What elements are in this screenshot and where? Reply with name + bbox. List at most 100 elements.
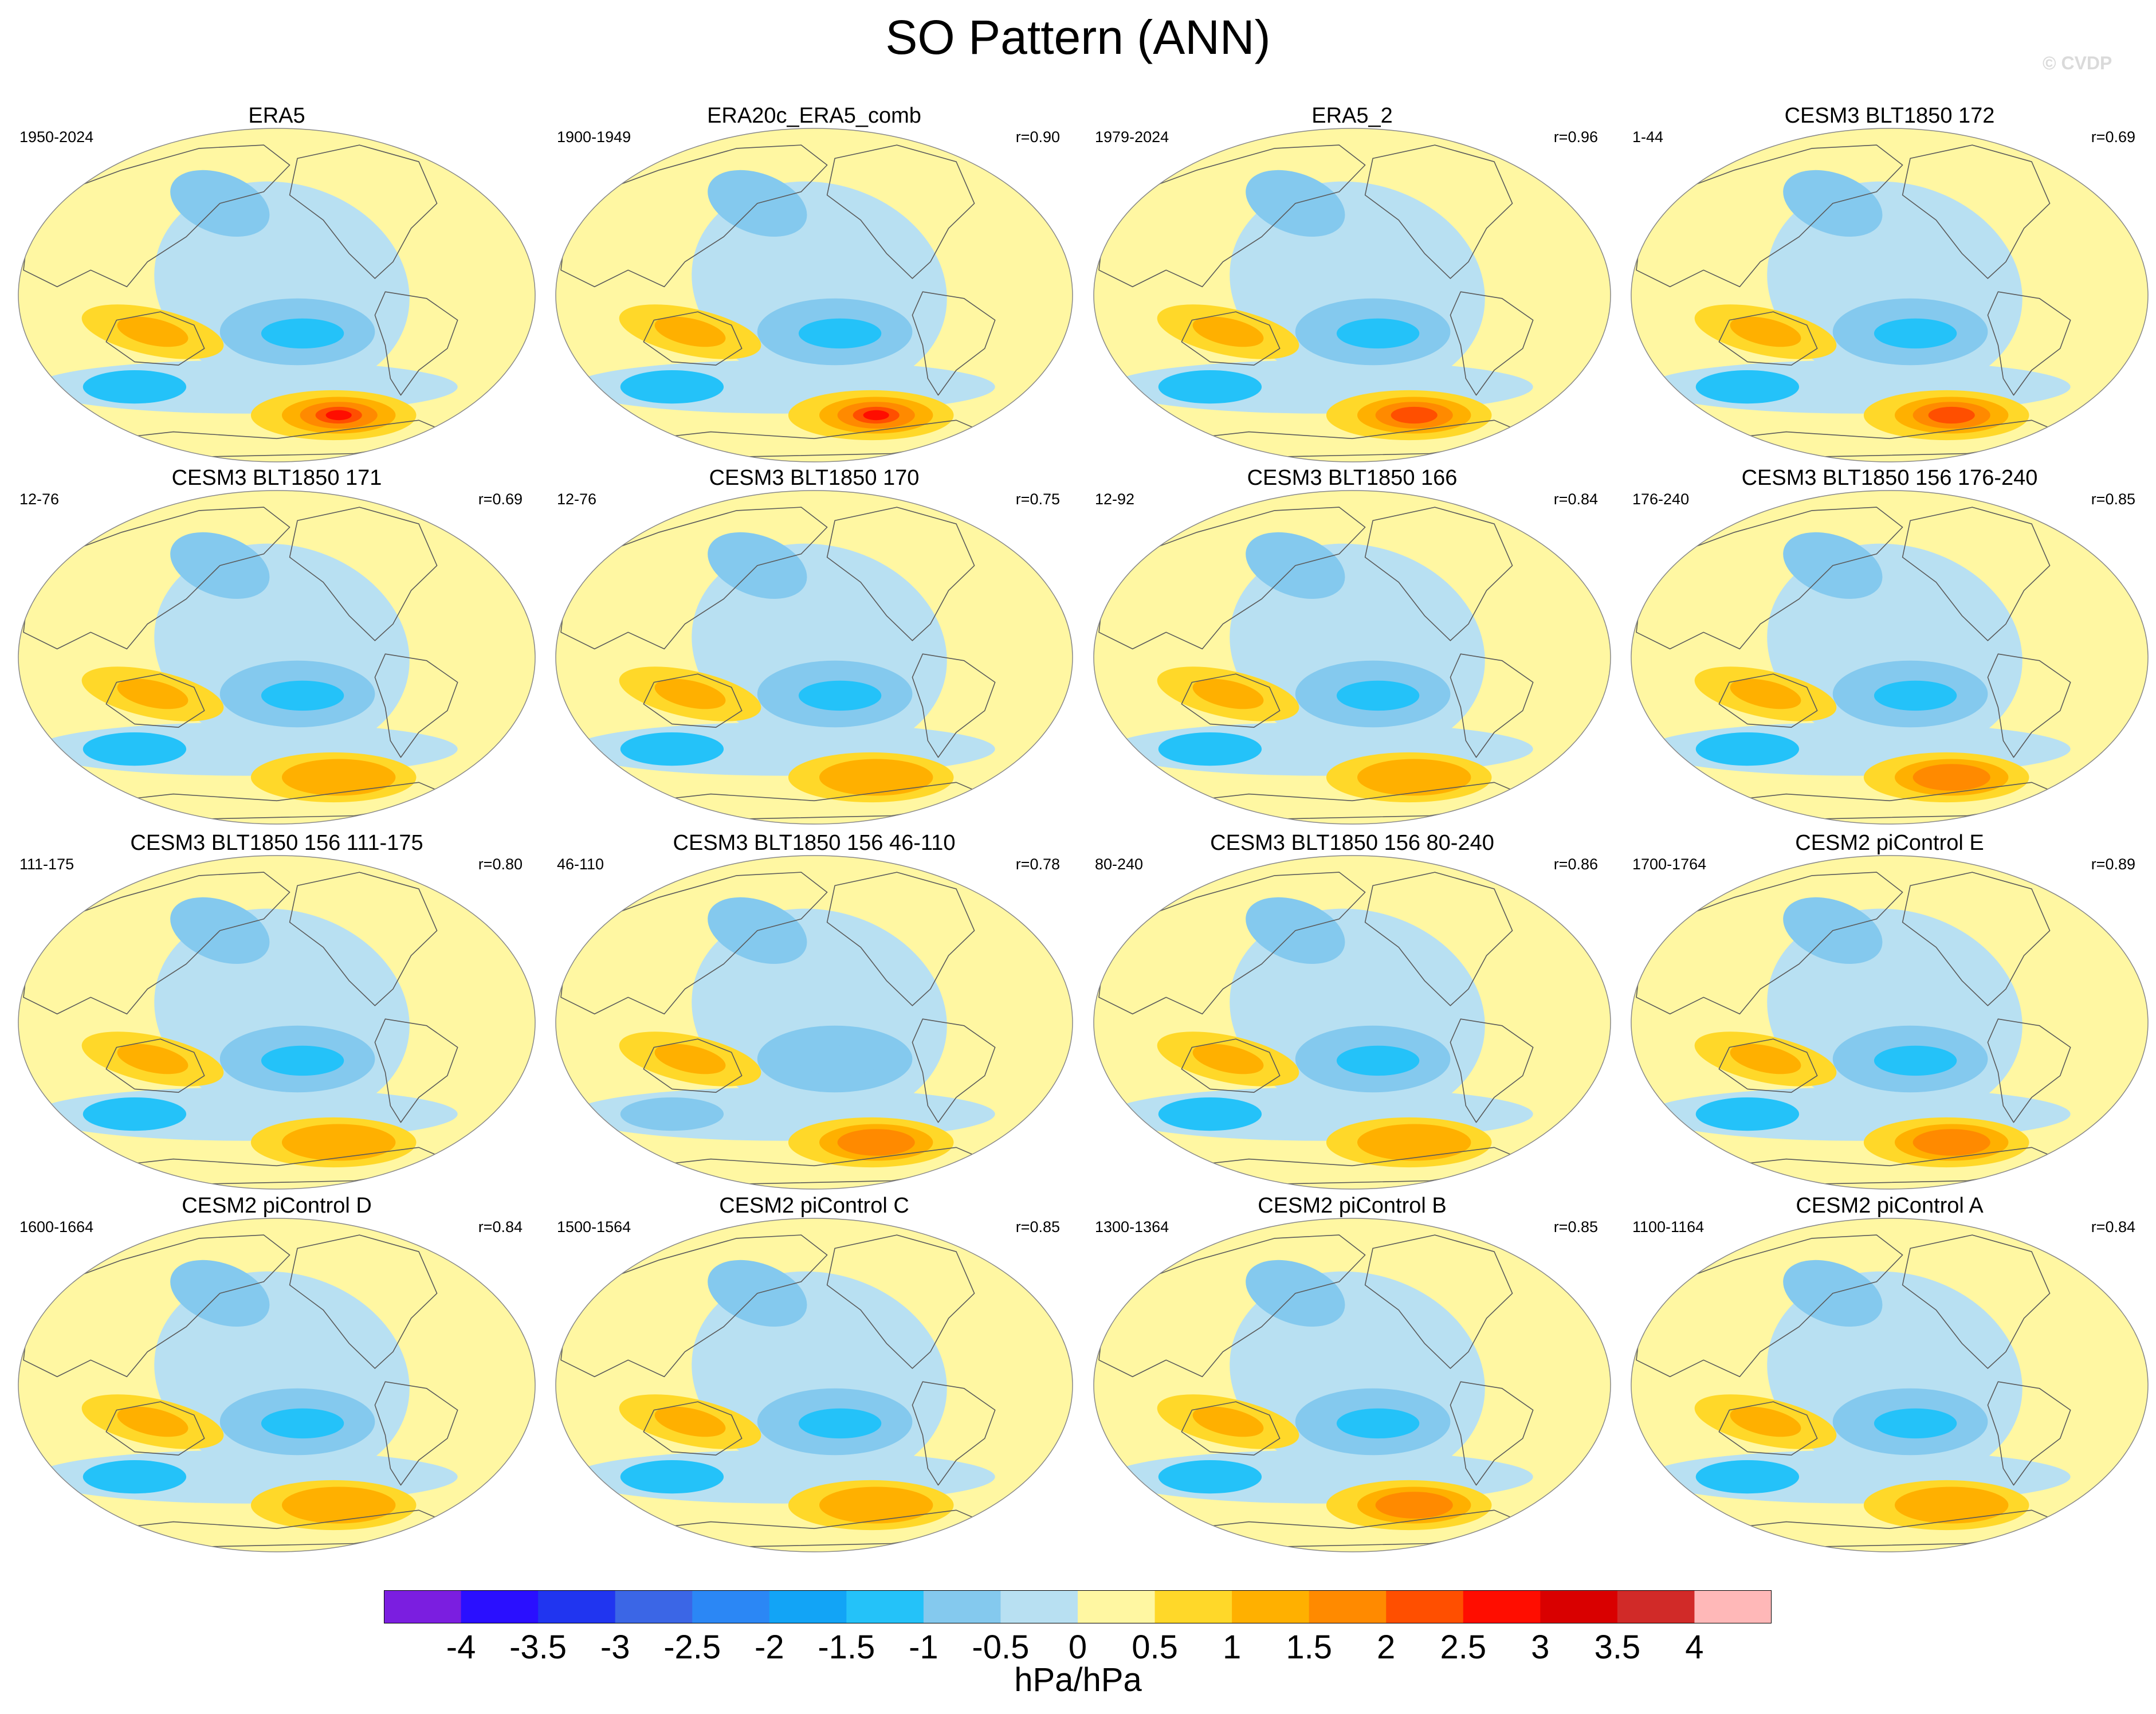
panel-years: 111-175 [19,856,74,873]
north-america-coastline [1902,507,2051,641]
map-border [1631,128,2149,462]
colorbar-swatch [1540,1590,1618,1623]
asia-coastline [560,144,828,288]
australia-coastline [1181,1038,1281,1093]
map-plot [1093,128,1611,462]
australia-coastline [643,1401,743,1456]
north-america-coastline [1364,1234,1513,1369]
map-plot [555,1218,1073,1552]
south-america-coastline [1987,1381,2071,1486]
map-plot [1631,128,2149,462]
australia-coastline [643,1038,743,1093]
map-field [1631,491,2148,824]
negative-anomaly-indian-ocean [620,732,724,766]
antarctica-coastline [83,1509,458,1548]
asia-coastline [23,872,290,1015]
map-border [1093,490,1611,825]
colorbar-swatch [1694,1590,1772,1623]
map-field [18,1218,535,1552]
panel-title: CESM3 BLT1850 156 46-110 [673,831,956,855]
panel-title: CESM2 piControl D [182,1194,372,1218]
map-panel: CESM3 BLT1850 166 12-92 r=0.84 [1083,464,1621,828]
asia-coastline [1636,1234,1903,1378]
asia-coastline [1098,507,1366,650]
negative-anomaly-south-pacific-core [1336,1408,1420,1439]
panel-years: 1950-2024 [19,128,94,146]
antarctica-coastline [1158,1509,1534,1548]
panel-years: 12-92 [1095,491,1135,508]
asia-coastline [1636,872,1903,1015]
colorbar-swatch [384,1590,462,1623]
panel-correlation: r=0.85 [1015,1218,1060,1236]
map-border [1631,855,2149,1190]
panel-title: ERA5_2 [1311,104,1393,128]
antarctica-coastline [1695,782,2071,820]
colorbar-units-label: hPa/hPa [1014,1661,1142,1699]
panel-title: CESM3 BLT1850 172 [1784,104,1995,128]
antarctica-coastline [1158,782,1534,820]
asia-coastline [1098,1234,1366,1378]
asia-coastline [1636,144,1903,288]
colorbar-swatch [1463,1590,1541,1623]
colorbar-swatch [923,1590,1002,1623]
negative-anomaly-indian-ocean [83,1097,187,1131]
north-america-coastline [826,1234,975,1369]
australia-coastline [643,673,743,728]
negative-anomaly-indian-ocean [620,370,724,404]
colorbar-tick-label: 3 [1531,1629,1550,1666]
negative-anomaly-indian-ocean [1695,370,1800,404]
positive-anomaly-core-level-2 [1912,764,1990,791]
map-plot [1093,855,1611,1190]
north-america-coastline [289,872,438,1006]
south-america-coastline [912,1381,996,1486]
panel-correlation: r=0.69 [478,491,523,508]
positive-anomaly-indo-australia-core [654,1044,726,1074]
map-plot [18,1218,536,1552]
north-america-coastline [289,507,438,641]
panel-years: 1300-1364 [1095,1218,1169,1236]
map-panel: ERA5_2 1979-2024 r=0.96 [1083,102,1621,466]
map-plot [555,855,1073,1190]
positive-anomaly-core-level-1 [282,1486,396,1524]
map-field [1094,1218,1611,1552]
positive-anomaly-indo-australia-core [117,316,188,347]
negative-anomaly-indian-ocean [83,732,187,766]
australia-coastline [105,673,205,728]
positive-anomaly-indo-australia-core [1192,316,1264,347]
panel-correlation: r=0.90 [1015,128,1060,146]
panel-correlation: r=0.78 [1015,856,1060,873]
map-field [1631,856,2148,1189]
negative-anomaly-south-pacific-core [261,680,344,711]
north-america-coastline [289,1234,438,1369]
colorbar-tick-label: -0.5 [972,1629,1030,1666]
asia-coastline [1636,507,1903,650]
north-america-coastline [826,144,975,279]
colorbar-swatch [692,1590,770,1623]
north-america-coastline [1902,1234,2051,1369]
australia-coastline [105,1401,205,1456]
panel-title: CESM2 piControl E [1795,831,1984,855]
map-border [555,855,1073,1190]
map-panel: CESM3 BLT1850 156 111-175 111-175 r=0.80 [8,829,545,1193]
south-america-coastline [1450,291,1534,396]
map-plot [18,855,536,1190]
panel-years: 1979-2024 [1095,128,1169,146]
negative-anomaly-indian-ocean [1158,1460,1262,1494]
map-border [555,490,1073,825]
colorbar-swatch [538,1590,616,1623]
asia-coastline [23,507,290,650]
panel-correlation: r=0.86 [1553,856,1598,873]
negative-anomaly-south-pacific-core [798,680,882,711]
north-america-coastline [1364,144,1513,279]
colorbar-swatch [461,1590,539,1623]
antarctica-coastline [620,1147,996,1185]
north-america-coastline [826,507,975,641]
colorbar-tick-label: -1.5 [818,1629,875,1666]
map-field [556,128,1073,462]
positive-anomaly-core-level-1 [282,759,396,796]
negative-anomaly-indian-ocean [1158,732,1262,766]
colorbar-tick-label: -3.5 [509,1629,567,1666]
map-panel: CESM2 piControl C 1500-1564 r=0.85 [545,1192,1083,1556]
panel-correlation: r=0.80 [478,856,523,873]
